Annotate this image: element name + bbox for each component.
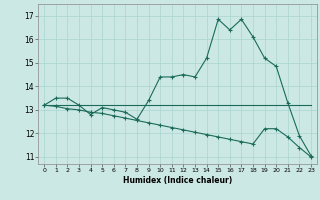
X-axis label: Humidex (Indice chaleur): Humidex (Indice chaleur) xyxy=(123,176,232,185)
